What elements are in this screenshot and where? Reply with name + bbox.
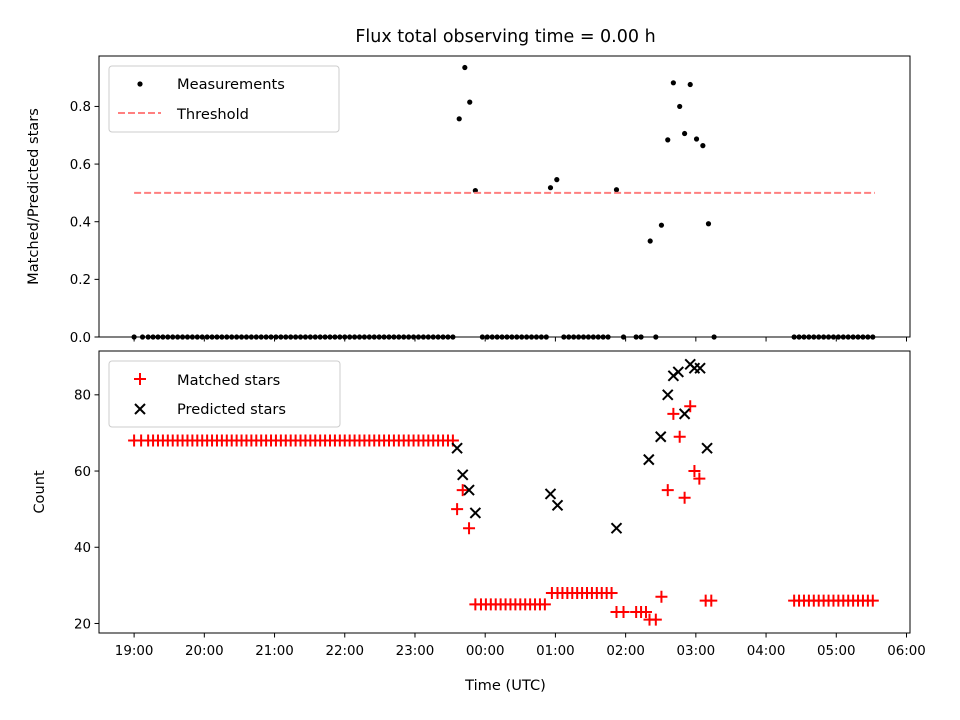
predicted-star-point: [457, 469, 469, 481]
bottom-panel-ylabel: Count: [31, 470, 48, 514]
top-legend-box: [108, 65, 340, 133]
x-tick-label: 05:00: [817, 644, 856, 659]
legend-matched-label: Matched stars: [177, 372, 280, 389]
matched-star-point: [866, 594, 879, 607]
measurement-point: [547, 185, 554, 191]
x-axis-label: Time (UTC): [464, 677, 546, 694]
predicted-star-point: [643, 453, 655, 466]
measurement-point: [677, 103, 683, 110]
legend-matched-marker: [134, 373, 146, 385]
legend-measurements-marker: [137, 81, 143, 87]
predicted-star-point: [662, 389, 674, 401]
matched-star-point: [688, 465, 701, 478]
bottom-panel-frame: [98, 350, 911, 634]
measurement-point: [687, 81, 693, 88]
x-tick-label: 01:00: [536, 644, 575, 659]
matched-star-point: [456, 484, 469, 497]
matched-star-point: [639, 606, 652, 619]
predicted-star-point: [655, 431, 667, 443]
measurement-point: [554, 177, 560, 183]
measurement-point: [613, 187, 620, 193]
measurement-point: [456, 116, 462, 122]
legend-predicted-marker: [134, 403, 146, 415]
y-tick-label: 0.6: [70, 158, 91, 173]
x-tick-label: 02:00: [606, 644, 645, 659]
matched-star-point: [463, 522, 476, 535]
bottom-legend-box: [108, 360, 341, 428]
predicted-star-point: [678, 408, 691, 420]
predicted-star-point: [701, 442, 713, 454]
predicted-star-point: [672, 366, 684, 378]
figure-title: Flux total observing time = 0.00 h: [355, 27, 655, 47]
y-tick-label: 0.0: [70, 331, 91, 346]
bottom-legend: Matched stars Predicted stars: [108, 360, 341, 428]
bottom-panel: 20 40 60 80 19:00 20:00 21:00 22:00 23:00 00:00 0…: [31, 350, 926, 694]
matched-star-point: [605, 586, 618, 599]
measurement-point: [705, 221, 712, 227]
x-tick-label: 04:00: [747, 644, 786, 659]
measurement-point: [693, 136, 700, 142]
measurement-point: [472, 187, 478, 194]
top-panel-frame: [98, 55, 911, 338]
y-tick-label: 80: [74, 389, 91, 404]
x-tick-label: 06:00: [887, 644, 926, 659]
x-tick-label: 19:00: [115, 644, 154, 659]
legend-measurements-label: Measurements: [177, 76, 285, 93]
matched-star-point: [451, 503, 464, 516]
predicted-star-point: [610, 522, 623, 534]
x-tick-label: 03:00: [677, 644, 716, 659]
matched-star-point: [649, 613, 662, 626]
measurement-point: [658, 222, 665, 228]
measurement-point: [462, 64, 468, 71]
matched-star-point: [667, 407, 680, 420]
matched-star-point: [655, 590, 668, 603]
measurement-point: [647, 238, 653, 244]
y-tick-label: 0.4: [70, 216, 91, 231]
matched-star-point: [684, 400, 697, 413]
x-tick-label: 20:00: [185, 644, 224, 659]
matched-star-point: [661, 484, 674, 497]
matched-star-point: [617, 606, 630, 619]
matched-star-point: [678, 491, 691, 504]
measurement-point: [682, 130, 688, 137]
y-tick-label: 20: [74, 617, 91, 632]
legend-predicted-label: Predicted stars: [177, 401, 286, 418]
measurement-point: [665, 137, 671, 143]
matched-star-point: [693, 472, 706, 485]
y-tick-label: 40: [74, 541, 91, 556]
measurement-point: [467, 99, 473, 105]
measurement-point: [670, 80, 676, 86]
predicted-star-point: [544, 488, 557, 500]
matched-star-point: [538, 598, 551, 611]
top-panel-ylabel: Matched/Predicted stars: [25, 108, 42, 285]
y-tick-label: 60: [74, 465, 91, 480]
top-legend: Measurements Threshold: [108, 65, 340, 133]
predicted-star-point: [694, 362, 706, 374]
y-tick-label: 0.2: [70, 273, 91, 288]
x-tick-label: 23:00: [396, 644, 435, 659]
predicted-star-point: [551, 499, 564, 512]
x-tick-label: 21:00: [255, 644, 294, 659]
measurement-point: [700, 143, 706, 149]
predicted-star-point: [469, 507, 482, 519]
top-panel: 0.00.20.40.60.8 Matched/Predicted stars …: [25, 55, 911, 346]
matched-star-point: [705, 594, 718, 607]
predicted-star-point: [451, 442, 463, 454]
x-tick-label: 22:00: [325, 644, 364, 659]
y-tick-label: 0.8: [70, 100, 91, 115]
legend-threshold-label: Threshold: [176, 106, 249, 123]
predicted-star-point: [463, 484, 475, 496]
matched-star-point: [673, 430, 686, 443]
x-tick-label: 00:00: [466, 644, 505, 659]
